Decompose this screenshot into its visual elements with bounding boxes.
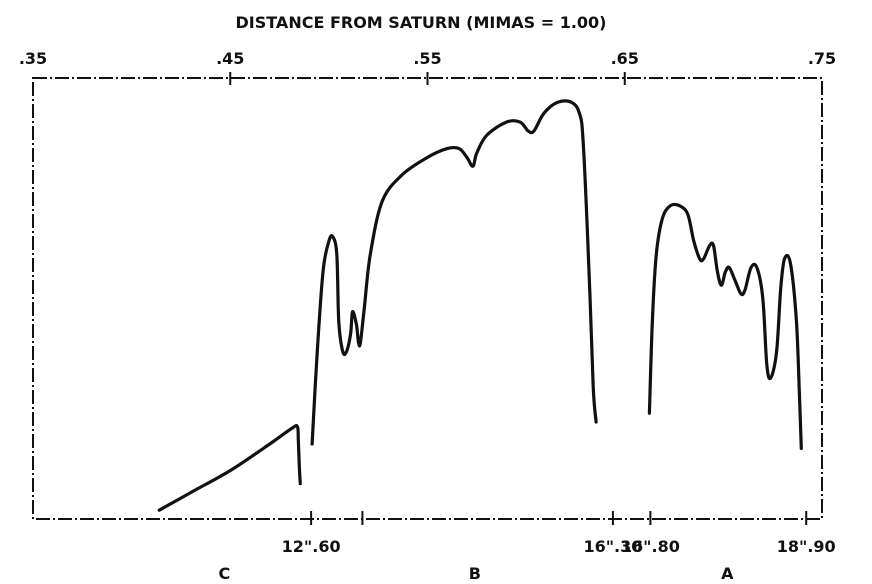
top-axis-tick-label: .75 — [808, 49, 836, 68]
bottom-axis-tick-label: 16".30 — [583, 537, 642, 556]
top-axis-tick-label: .65 — [611, 49, 639, 68]
brightness-curves — [157, 99, 803, 512]
ring-label: C — [218, 564, 230, 583]
bottom-axis-tick-label: 18".90 — [777, 537, 836, 556]
bottom-axis-tick-label: 12".60 — [282, 537, 341, 556]
series-line — [310, 99, 598, 446]
plot-frame — [32, 77, 823, 520]
top-axis-tick-label: .55 — [413, 49, 441, 68]
series-line — [157, 423, 302, 512]
top-axis: .35 .45 .55 .65 .75 — [19, 49, 836, 85]
chart-title: DISTANCE FROM SATURN (MIMAS = 1.00) — [236, 13, 607, 32]
bottom-axis-tick-label: 16".80 — [621, 537, 680, 556]
ring-label: B — [469, 564, 481, 583]
top-axis-tick-label: .35 — [19, 49, 47, 68]
ring-label: A — [721, 564, 734, 583]
top-axis-tick-label: .45 — [216, 49, 244, 68]
series-line — [647, 202, 803, 450]
